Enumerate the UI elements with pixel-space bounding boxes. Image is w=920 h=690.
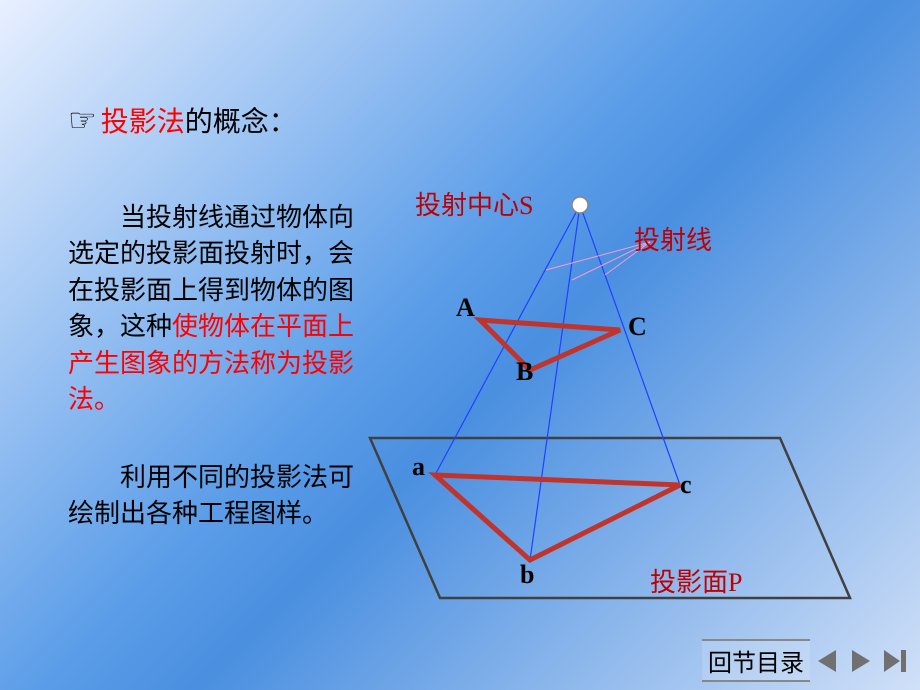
triangle-right-bar-icon	[880, 646, 910, 676]
nav-prev-button[interactable]	[810, 644, 844, 678]
label-b: b	[520, 560, 534, 590]
paragraph-2: 利用不同的投影法可绘制出各种工程图样。	[68, 460, 368, 533]
label-C: C	[628, 312, 647, 342]
label-plane: 投影面P	[650, 562, 742, 599]
title-red: 投影法	[101, 107, 185, 138]
nav-next-button[interactable]	[844, 644, 878, 678]
label-ray: 投射线	[634, 220, 712, 257]
nav-back-label[interactable]: 回节目录	[702, 639, 810, 682]
p2-indent	[68, 463, 120, 492]
triangle-abc	[435, 475, 680, 560]
nav-last-button[interactable]	[878, 644, 912, 678]
title-rest: 的概念：	[185, 107, 297, 138]
label-A: A	[456, 293, 475, 323]
p1-indent	[68, 203, 120, 232]
pointer-icon: ☞	[68, 102, 97, 138]
projection-diagram	[350, 180, 910, 620]
nav-bar: 回节目录	[702, 639, 912, 682]
title-line: ☞投影法的概念：	[68, 100, 297, 140]
label-a: a	[412, 452, 425, 482]
paragraph-1: 当投射线通过物体向选定的投影面投射时，会在投影面上得到物体的图象，这种使物体在平…	[68, 200, 368, 418]
label-center-s: 投射中心S	[415, 185, 533, 222]
triangle-ABC	[480, 320, 620, 370]
triangle-right-icon	[846, 646, 876, 676]
label-B: B	[516, 357, 533, 387]
label-c: c	[680, 470, 692, 500]
triangle-left-icon	[812, 646, 842, 676]
center-S	[572, 197, 588, 213]
